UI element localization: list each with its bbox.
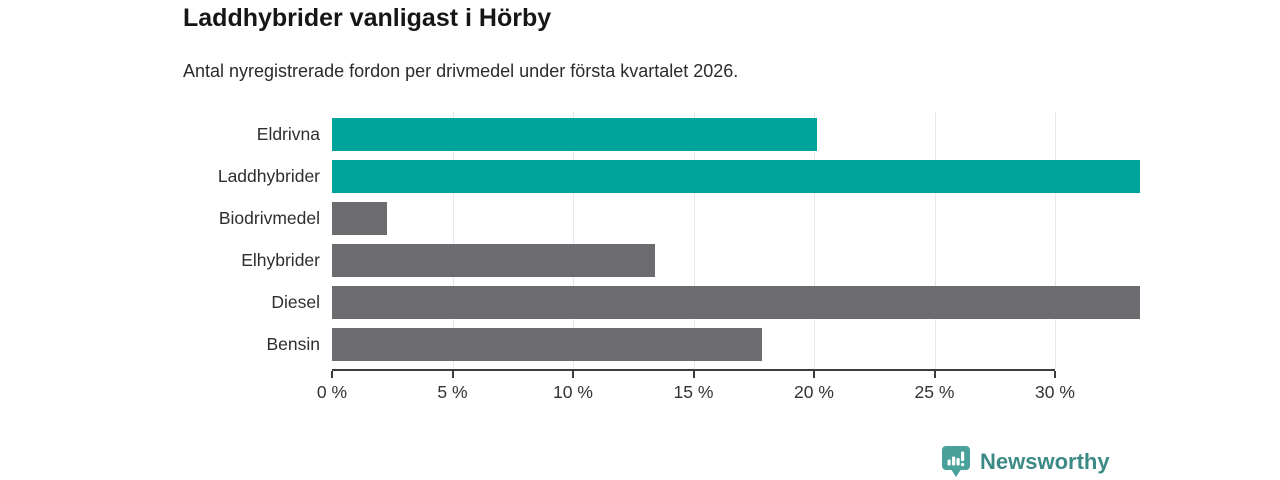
x-tick-label: 15 % (673, 382, 714, 402)
bar-row: Diesel (183, 286, 1141, 319)
axis-tick (1054, 371, 1056, 378)
bar-row: Eldrivna (183, 118, 1055, 151)
newsworthy-brand[interactable]: Newsworthy (941, 445, 1110, 478)
axis-tick (933, 371, 936, 378)
axis-tick (331, 371, 333, 378)
bar-bensin (332, 328, 763, 361)
bar-chart: Eldrivna Laddhybrider Biodrivmedel Elhyb… (183, 112, 1141, 422)
x-tick-label: 30 % (1035, 382, 1075, 402)
bar-rows: Eldrivna Laddhybrider Biodrivmedel Elhyb… (183, 112, 1141, 369)
bar-row: Laddhybrider (183, 160, 1141, 193)
category-label: Biodrivmedel (218, 208, 320, 228)
bar-row: Elhybrider (183, 244, 1055, 277)
category-label: Laddhybrider (217, 166, 320, 186)
gridline (452, 112, 454, 369)
bar-biodrivmedel (332, 202, 388, 235)
gridline (693, 112, 695, 369)
x-tick-label: 0 % (316, 382, 348, 402)
category-label: Bensin (266, 334, 320, 354)
axis-tick (451, 371, 454, 378)
x-tick-label: 25 % (914, 382, 955, 402)
gridline (934, 112, 936, 369)
axis-tick (813, 371, 815, 378)
x-tick-label: 10 % (553, 382, 593, 402)
category-label: Diesel (271, 292, 320, 312)
gridlines (332, 112, 1056, 369)
bar-diesel (332, 286, 1141, 319)
x-axis: 0 % 5 % 10 % 15 % 20 % 25 % 30 % (317, 369, 1075, 411)
axis-tick (692, 371, 695, 378)
x-tick-label: 20 % (794, 382, 834, 402)
bar-elhybrider (332, 244, 655, 277)
chart-title: Laddhybrider vanligast i Hörby (183, 4, 552, 32)
gridline (573, 112, 574, 369)
bar-eldrivna (332, 118, 818, 151)
gridline (1055, 112, 1056, 369)
bar-row: Bensin (183, 328, 1055, 361)
bar-row: Biodrivmedel (183, 202, 1055, 235)
bar-laddhybrider (332, 160, 1141, 193)
x-tick-label: 5 % (437, 382, 468, 402)
category-label: Elhybrider (241, 250, 320, 270)
newsworthy-chart-bubble-icon (942, 446, 970, 477)
category-label: Eldrivna (256, 124, 320, 144)
newsworthy-brand-name[interactable]: Newsworthy (980, 448, 1110, 474)
chart-subtitle: Antal nyregistrerade fordon per drivmede… (183, 61, 739, 81)
axis-tick (572, 371, 574, 378)
gridline (814, 112, 815, 369)
